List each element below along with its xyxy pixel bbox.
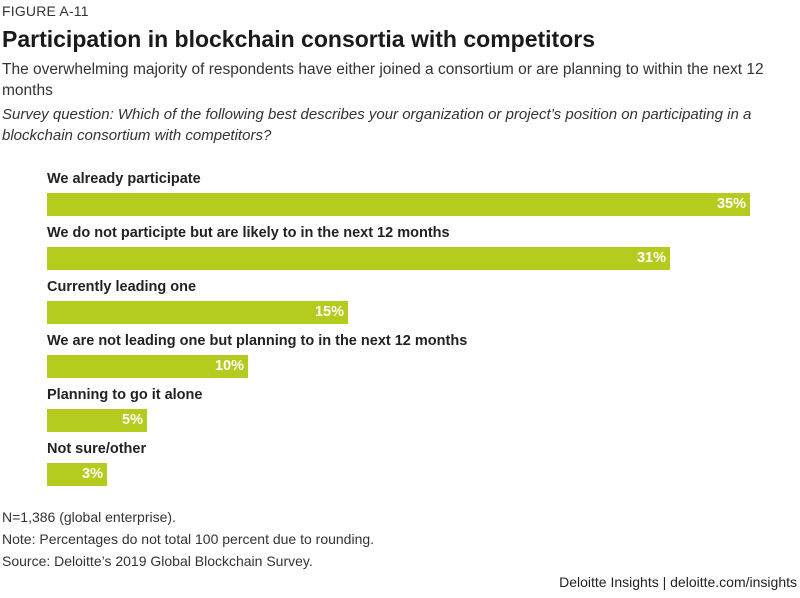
category-label: We do not participte but are likely to i…	[47, 225, 450, 241]
bar	[47, 247, 670, 270]
survey-question: Survey question: Which of the following …	[2, 106, 752, 144]
category-label: Currently leading one	[47, 279, 197, 295]
chart-title: Participation in blockchain consortia wi…	[2, 26, 595, 52]
bar-value-label: 35%	[716, 196, 746, 212]
bar	[47, 463, 107, 486]
bar	[47, 355, 248, 378]
figure-label: FIGURE A-11	[2, 3, 89, 19]
category-label: Planning to go it alone	[47, 387, 203, 403]
source-footnote: Source: Deloitte’s 2019 Global Blockchai…	[2, 553, 313, 569]
bar-value-label: 15%	[314, 304, 344, 320]
bar	[47, 409, 147, 432]
bar-value-label: 10%	[214, 358, 244, 374]
bar	[47, 301, 348, 324]
bar-value-label: 5%	[122, 412, 143, 428]
category-label: We are not leading one but planning to i…	[47, 333, 468, 349]
chart-subtitle: The overwhelming majority of respondents…	[2, 61, 764, 99]
category-label: Not sure/other	[47, 441, 147, 457]
bar-value-label: 31%	[636, 250, 666, 266]
credit-line: Deloitte Insights | deloitte.com/insight…	[559, 574, 797, 590]
note-footnote: Note: Percentages do not total 100 perce…	[2, 531, 375, 547]
sample-footnote: N=1,386 (global enterprise).	[2, 509, 176, 525]
bar	[47, 193, 750, 216]
category-label: We already participate	[47, 171, 201, 187]
bar-value-label: 3%	[82, 466, 103, 482]
